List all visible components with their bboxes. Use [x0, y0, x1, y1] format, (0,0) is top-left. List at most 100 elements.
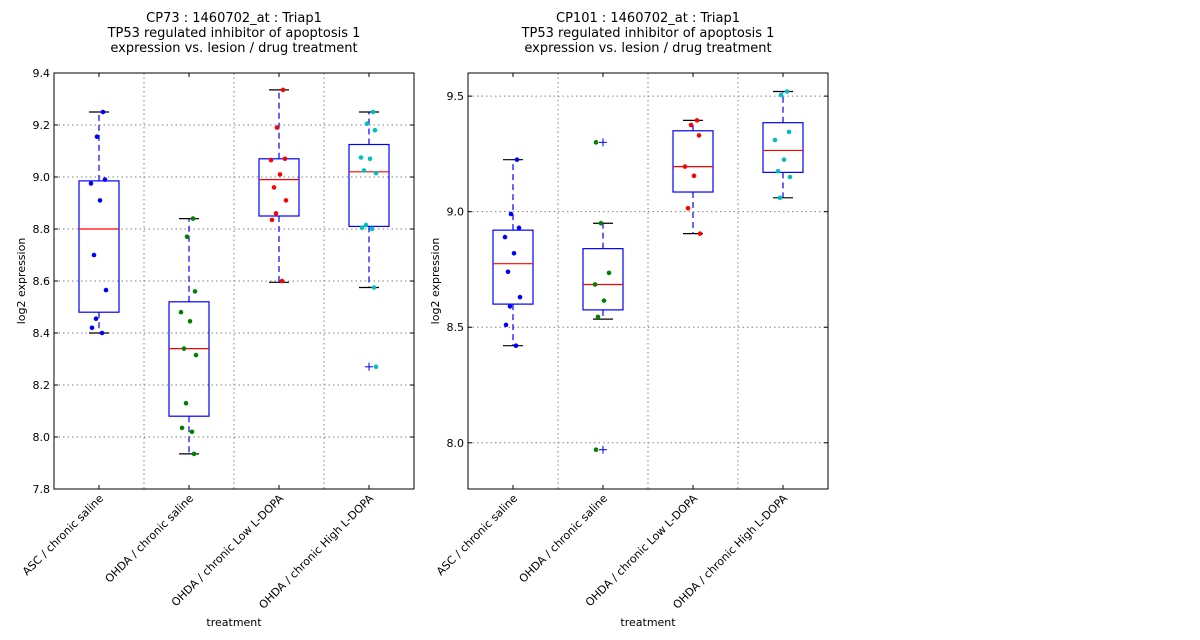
data-point [179, 425, 185, 431]
data-point [688, 122, 694, 128]
data-point [282, 156, 288, 162]
data-point [93, 316, 99, 322]
data-point [694, 118, 700, 123]
data-point [505, 269, 511, 275]
y-tick-label: 8.0 [33, 431, 51, 444]
box-3 [258, 87, 300, 284]
flier-marker [599, 445, 607, 454]
data-point [191, 451, 197, 457]
data-point [367, 156, 373, 162]
data-point [691, 173, 697, 179]
data-point [178, 309, 184, 315]
data-point [192, 289, 198, 294]
flier-marker [599, 138, 607, 147]
axes-frame [467, 72, 829, 490]
data-point [772, 137, 778, 143]
data-point [277, 172, 283, 177]
y-tick-label: 8.2 [33, 379, 51, 392]
data-point [513, 343, 519, 349]
data-point [601, 298, 607, 303]
y-tick-label: 9.0 [33, 171, 51, 184]
data-point [514, 157, 520, 162]
chart-title-line: expression vs. lesion / drug treatment [524, 41, 771, 56]
box-iqr [258, 158, 300, 217]
data-point [283, 198, 289, 203]
data-point [358, 155, 364, 160]
data-point [279, 278, 285, 284]
data-point [274, 125, 280, 130]
box-4 [762, 89, 804, 201]
box-iqr [78, 180, 120, 313]
data-point [697, 231, 703, 236]
data-point [189, 429, 195, 435]
x-tick-label: OHDA / chronic saline [103, 492, 197, 586]
y-tick-label: 8.6 [33, 275, 51, 288]
data-point [102, 177, 108, 182]
data-point [503, 322, 509, 328]
chart-title-line: TP53 regulated inhibitor of apoptosis 1 [107, 26, 361, 41]
data-point [181, 346, 187, 351]
box-2 [582, 138, 624, 454]
data-point [595, 314, 601, 320]
y-tick-label: 9.5 [447, 90, 465, 103]
data-point [787, 174, 793, 180]
data-point [100, 109, 106, 115]
data-point [696, 133, 702, 138]
data-point [91, 252, 97, 258]
data-point [598, 220, 604, 226]
y-tick-label: 8.5 [447, 321, 465, 334]
data-point [786, 129, 792, 135]
y-tick-label: 9.0 [447, 206, 465, 219]
box-iqr [582, 248, 624, 311]
x-tick-label: ASC / chronic saline [20, 492, 106, 578]
data-point [187, 319, 193, 324]
data-point [97, 198, 103, 203]
data-point [370, 109, 376, 115]
data-point [369, 226, 375, 232]
y-tick-label: 8.0 [447, 437, 465, 450]
data-point [280, 87, 286, 93]
data-point [273, 211, 279, 216]
data-point [373, 364, 379, 370]
chart-title-line: TP53 regulated inhibitor of apoptosis 1 [521, 26, 775, 41]
x-tick-label: ASC / chronic saline [434, 492, 520, 578]
data-point [269, 217, 275, 223]
data-point [88, 181, 94, 186]
chart-title-line: expression vs. lesion / drug treatment [110, 41, 357, 56]
box-1 [492, 157, 534, 349]
data-point [516, 225, 522, 231]
grid [468, 73, 828, 489]
data-point [89, 325, 95, 331]
data-point [682, 164, 688, 169]
data-point [361, 168, 367, 173]
box-3 [672, 118, 714, 236]
grid [54, 73, 414, 489]
data-point [373, 170, 379, 176]
data-point [372, 127, 378, 133]
y-tick-label: 8.4 [33, 327, 51, 340]
data-point [593, 447, 599, 453]
y-tick-label: 9.4 [33, 67, 51, 80]
data-point [593, 140, 599, 145]
data-point [359, 225, 365, 230]
y-tick-label: 7.8 [33, 483, 51, 496]
data-point [94, 134, 100, 139]
data-point [271, 185, 277, 190]
data-point [371, 285, 377, 290]
box-iqr [168, 301, 210, 417]
data-point [363, 222, 369, 228]
data-point [781, 157, 787, 162]
y-axis-label: log2 expression [15, 238, 28, 325]
y-tick-label: 8.8 [33, 223, 51, 236]
box-iqr [672, 130, 714, 193]
box-iqr [492, 229, 534, 305]
y-tick-label: 9.2 [33, 119, 51, 132]
data-point [103, 287, 109, 293]
data-point [99, 330, 105, 336]
data-point [184, 234, 190, 240]
data-point [364, 121, 370, 126]
box-iqr [762, 122, 804, 173]
chart-title-line: CP73 : 1460702_at : Triap1 [146, 11, 322, 26]
